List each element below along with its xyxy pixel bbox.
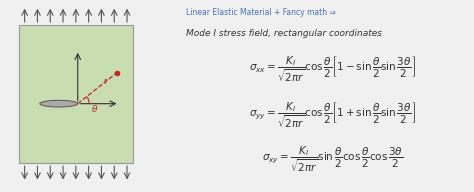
Text: Mode I stress field, rectangular coordinates: Mode I stress field, rectangular coordin… [186, 29, 382, 38]
Text: $\sigma_{xx} = \dfrac{K_I}{\sqrt{2\pi r}} \cos\dfrac{\theta}{2} \left[1 - \sin\d: $\sigma_{xx} = \dfrac{K_I}{\sqrt{2\pi r}… [249, 54, 417, 84]
Text: $\sigma_{yy} = \dfrac{K_I}{\sqrt{2\pi r}} \cos\dfrac{\theta}{2} \left[1 + \sin\d: $\sigma_{yy} = \dfrac{K_I}{\sqrt{2\pi r}… [249, 100, 417, 130]
Ellipse shape [40, 100, 78, 107]
Text: r: r [103, 78, 106, 86]
Bar [19, 25, 133, 163]
Text: $\sigma_{xy} = \dfrac{K_I}{\sqrt{2\pi r}} \sin\dfrac{\theta}{2} \cos\dfrac{\thet: $\sigma_{xy} = \dfrac{K_I}{\sqrt{2\pi r}… [262, 145, 403, 174]
Text: $\theta$: $\theta$ [91, 103, 98, 114]
Text: Linear Elastic Material + Fancy math ⇒: Linear Elastic Material + Fancy math ⇒ [186, 8, 336, 17]
